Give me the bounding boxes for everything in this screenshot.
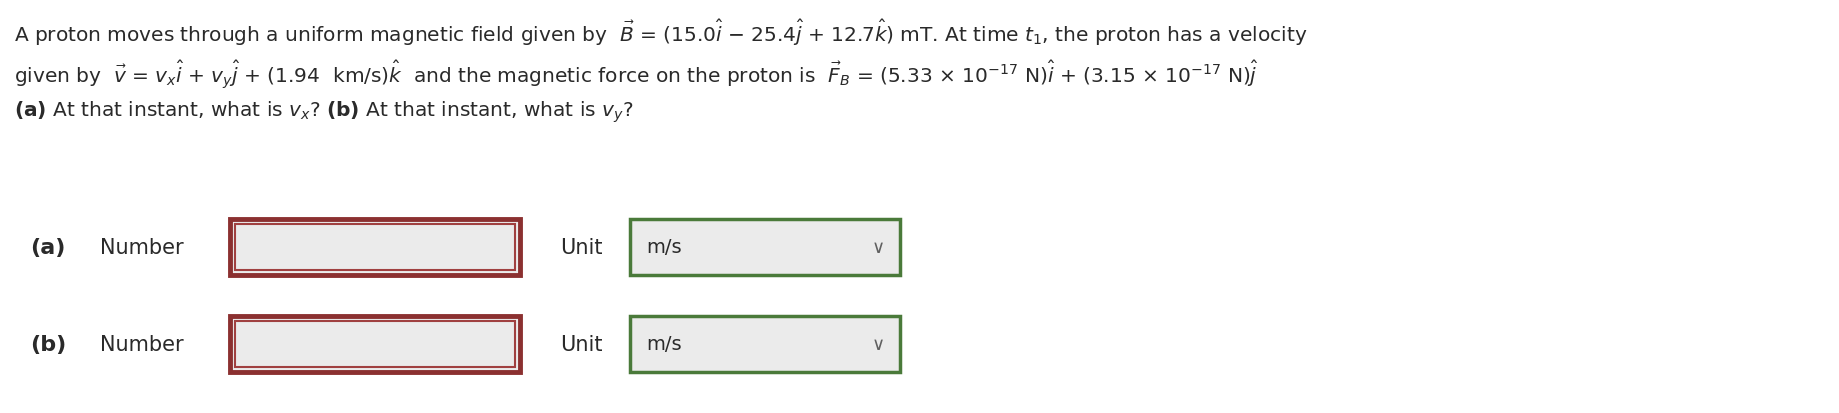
Text: (b): (b): [29, 334, 66, 354]
Bar: [629, 316, 899, 372]
Bar: [235, 224, 515, 271]
Bar: [230, 219, 520, 275]
Text: 22.35: 22.35: [245, 335, 300, 354]
Text: Unit: Unit: [559, 334, 601, 354]
Text: $\mathbf{(a)}$ At that instant, what is $v_x$? $\mathbf{(b)}$ At that instant, w: $\mathbf{(a)}$ At that instant, what is …: [15, 100, 633, 125]
Text: given by  $\vec{v}$ = $v_x$$\hat{i}$ + $v_y$$\hat{j}$ + (1.94  km/s)$\hat{k}$  a: given by $\vec{v}$ = $v_x$$\hat{i}$ + $v…: [15, 58, 1258, 90]
Text: A proton moves through a uniform magnetic field given by  $\vec{B}$ = (15.0$\hat: A proton moves through a uniform magneti…: [15, 18, 1308, 48]
Text: Unit: Unit: [559, 237, 601, 257]
Bar: [235, 321, 515, 367]
Bar: [230, 316, 520, 372]
Text: Number: Number: [99, 334, 184, 354]
Bar: [629, 219, 899, 275]
Text: (a): (a): [29, 237, 66, 257]
Text: m/s: m/s: [645, 335, 680, 354]
Text: m/s: m/s: [645, 238, 680, 257]
Text: -13.21: -13.21: [245, 238, 307, 257]
Text: ∨: ∨: [872, 335, 885, 353]
Text: Number: Number: [99, 237, 184, 257]
Text: ∨: ∨: [872, 238, 885, 256]
